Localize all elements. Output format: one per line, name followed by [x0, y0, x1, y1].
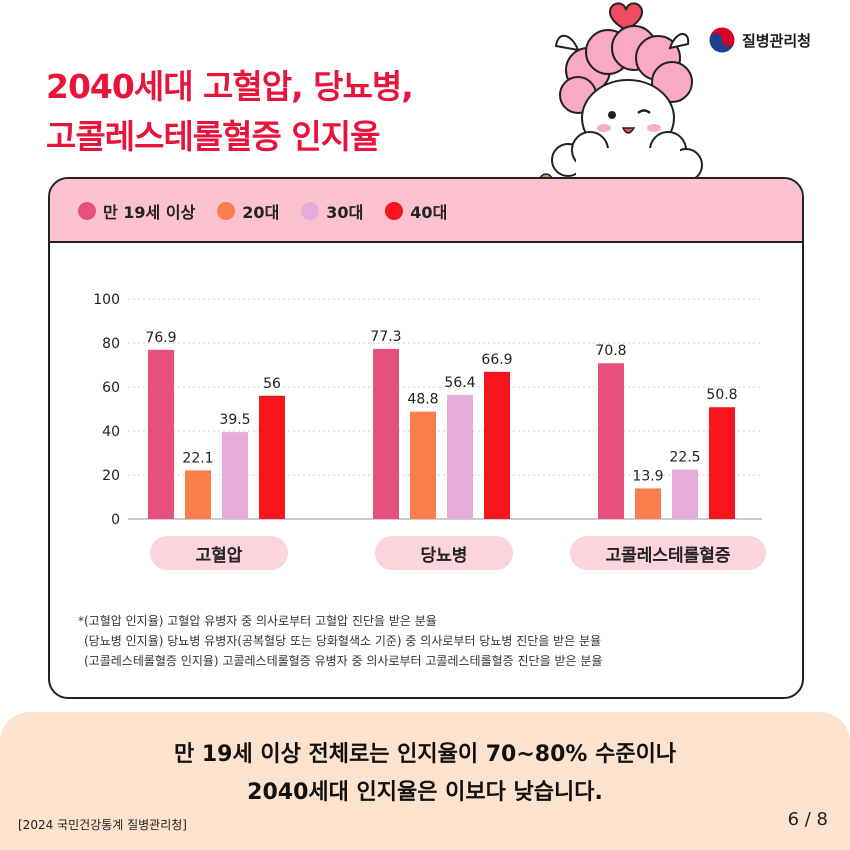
x-category-label: 고혈압	[150, 536, 288, 570]
bar-value-label: 70.8	[595, 343, 626, 359]
bar	[185, 470, 211, 519]
bar-value-label: 66.9	[481, 352, 512, 368]
legend-bar: 만 19세 이상 20대 30대 40대	[50, 179, 802, 243]
bar-value-label: 13.9	[632, 468, 663, 484]
legend-item: 30대	[301, 199, 363, 223]
bar	[373, 348, 399, 519]
y-tick-label: 60	[102, 380, 120, 396]
x-category-label: 당뇨병	[375, 536, 513, 570]
source-text: [2024 국민건강통계 질병관리청]	[18, 818, 187, 832]
bar	[635, 488, 661, 519]
x-category-label: 고콜레스테롤혈증	[570, 536, 766, 570]
summary-line-1: 만 19세 이상 전체로는 인지율이 70~80% 수준이나	[173, 742, 677, 767]
bar-value-label: 48.8	[407, 392, 438, 408]
title-line-2: 고콜레스테롤혈증 인지율	[46, 117, 380, 156]
y-tick-label: 80	[102, 336, 120, 352]
legend-label: 만 19세 이상	[103, 203, 196, 222]
bar	[598, 363, 624, 519]
legend-label: 20대	[242, 203, 280, 222]
legend-dot-icon	[217, 202, 236, 220]
bar-value-label: 56.4	[444, 375, 475, 391]
footnote-hypertension: *(고혈압 인지율) 고혈압 유병자 중 의사로부터 고혈압 진단을 받은 분율	[78, 614, 437, 628]
kdca-logo: 질병관리청	[708, 26, 811, 54]
bar	[447, 394, 473, 519]
bar	[672, 469, 698, 519]
chart-card: 만 19세 이상 20대 30대 40대 0 20 40 60 80 100 76.9 22.1 39…	[48, 177, 804, 699]
bar-value-label: 22.1	[182, 450, 213, 466]
bar-value-label: 77.3	[370, 329, 401, 345]
bar	[222, 432, 248, 519]
legend-label: 40대	[410, 203, 448, 222]
y-tick-label: 20	[102, 468, 120, 484]
legend-label: 30대	[326, 203, 364, 222]
bar	[148, 349, 174, 519]
legend-dot-icon	[385, 202, 404, 220]
legend-item: 20대	[217, 199, 279, 223]
logo-text: 질병관리청	[742, 31, 812, 50]
legend-dot-icon	[78, 202, 96, 220]
bar-value-label: 50.8	[706, 387, 737, 403]
footnotes: *(고혈압 인지율) 고혈압 유병자 중 의사로부터 고혈압 진단을 받은 분율…	[78, 611, 602, 671]
legend: 만 19세 이상 20대 30대 40대	[78, 199, 469, 223]
alpaca-mascot-icon	[539, 2, 703, 210]
taegeuk-logo-icon	[708, 26, 736, 54]
footnote-cholesterol: (고콜레스테롤혈증 인지율) 고콜레스테롤혈증 유병자 중 의사로부터 고콜레스…	[84, 654, 603, 668]
y-tick-label: 0	[111, 512, 120, 528]
bar	[484, 371, 510, 519]
bar	[410, 411, 436, 519]
footnote-diabetes: (당뇨병 인지율) 당뇨병 유병자(공복혈당 또는 당화혈색소 기준) 중 의사…	[84, 634, 602, 648]
title-line-1: 2040세대 고혈압, 당뇨병,	[46, 67, 414, 106]
y-tick-label: 100	[93, 292, 120, 308]
bar-value-label: 22.5	[669, 450, 700, 466]
summary-panel: 만 19세 이상 전체로는 인지율이 70~80% 수준이나 2040세대 인지…	[0, 712, 850, 850]
page-title: 2040세대 고혈압, 당뇨병, 고콜레스테롤혈증 인지율	[46, 62, 414, 162]
y-tick-label: 40	[102, 424, 120, 440]
summary-line-2: 2040세대 인지율은 이보다 낮습니다.	[247, 780, 603, 805]
bar-value-label: 56	[263, 376, 281, 392]
summary-message: 만 19세 이상 전체로는 인지율이 70~80% 수준이나 2040세대 인지…	[0, 736, 850, 812]
legend-item: 40대	[385, 199, 447, 223]
bar-value-label: 76.9	[145, 330, 176, 346]
legend-item: 만 19세 이상	[78, 199, 195, 223]
legend-dot-icon	[301, 202, 320, 220]
bar-chart: 0 20 40 60 80 100 76.9 22.1 39.5 56 77.3 48.8 56.4 66…	[93, 292, 762, 528]
page-indicator: 6 / 8	[787, 809, 828, 830]
bar	[709, 407, 735, 519]
bar-value-label: 39.5	[219, 412, 250, 428]
bar	[259, 395, 285, 519]
